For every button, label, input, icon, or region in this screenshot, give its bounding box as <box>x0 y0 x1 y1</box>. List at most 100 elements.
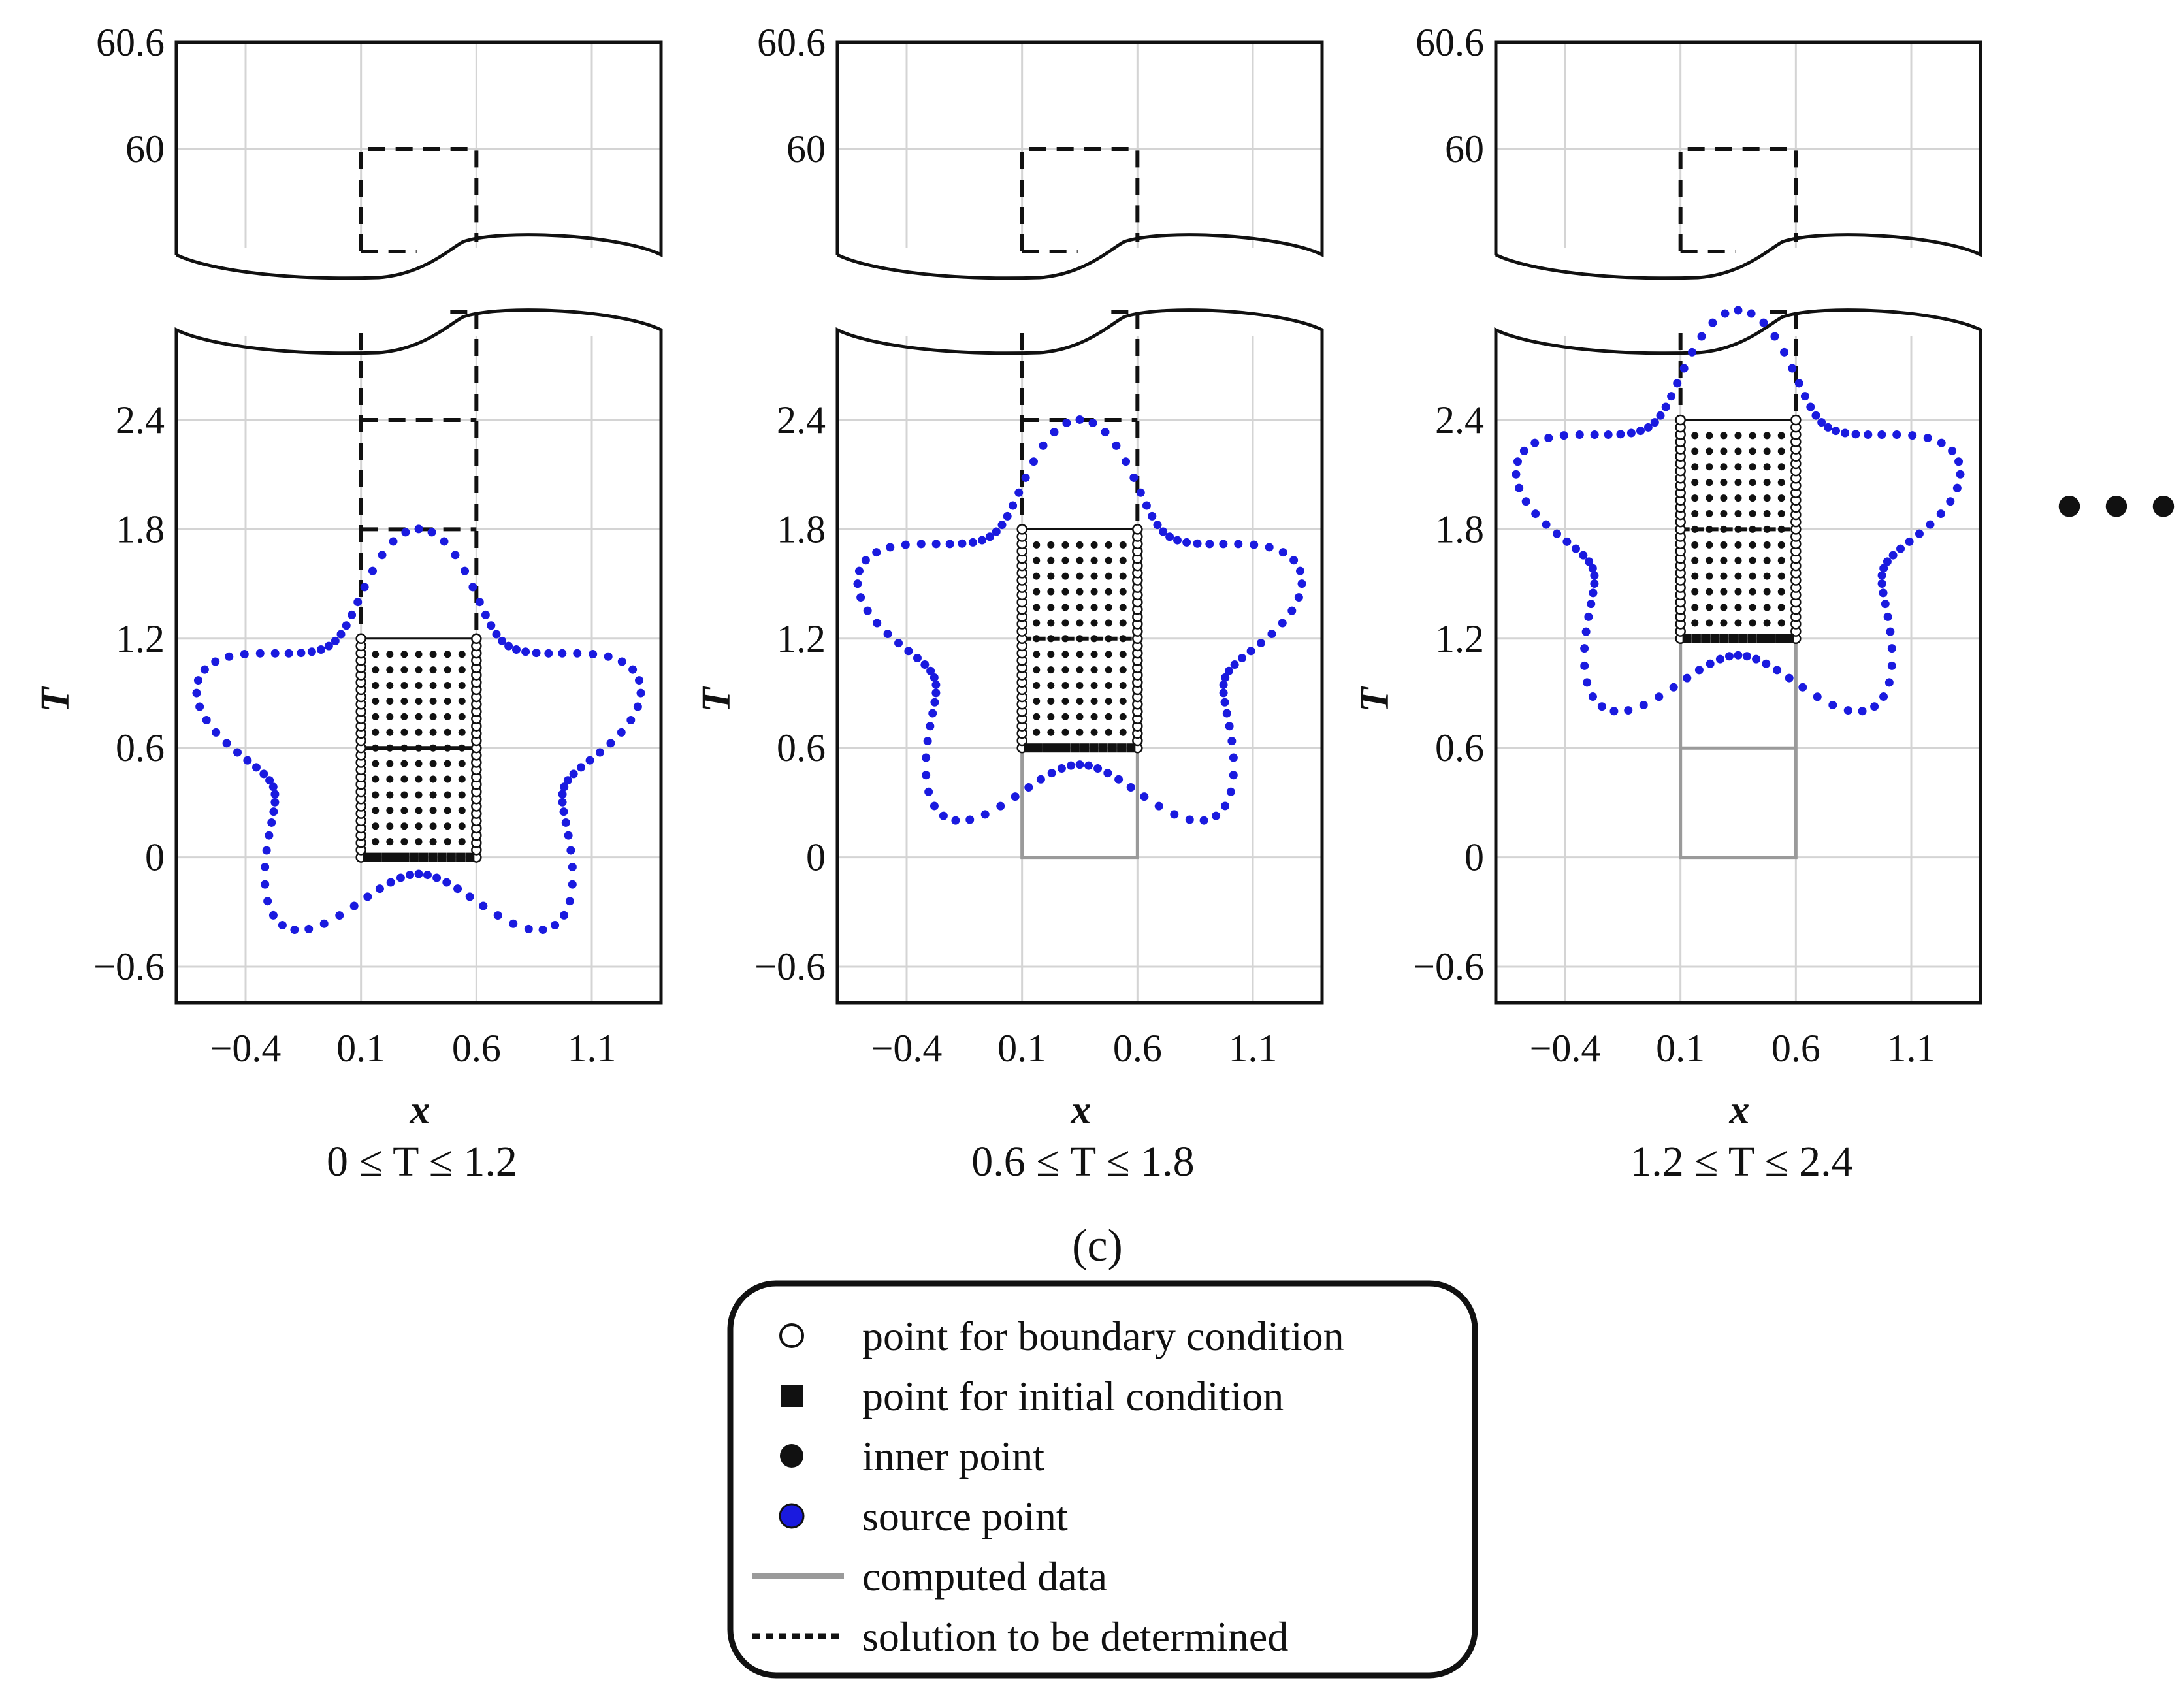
initial-point <box>1691 634 1701 643</box>
inner-point <box>400 651 408 658</box>
source-point <box>1513 457 1522 466</box>
source-point <box>1182 538 1191 547</box>
source-point <box>1250 540 1259 549</box>
inner-point <box>1706 588 1713 596</box>
source-point <box>1544 433 1553 442</box>
source-point <box>1222 709 1231 718</box>
source-point <box>566 846 575 855</box>
inner-point <box>1033 541 1041 549</box>
inner-point <box>1033 728 1041 736</box>
source-point <box>1656 411 1665 420</box>
source-point <box>524 924 533 933</box>
source-point <box>1256 639 1265 648</box>
source-point <box>1655 692 1664 701</box>
inner-point <box>1720 541 1728 549</box>
source-point <box>290 926 299 935</box>
panel-3: −0.4 0.1 0.6 1.1 −0.6 0 0.6 1.2 1.8 2.4 60 60.6 x T 1.… <box>1353 21 1982 1185</box>
source-point <box>1661 402 1670 411</box>
inner-point <box>1090 666 1098 674</box>
source-point <box>1093 764 1103 773</box>
inner-point <box>372 791 380 799</box>
source-point <box>930 801 939 811</box>
source-point <box>1585 557 1594 566</box>
inner-point <box>400 697 408 705</box>
source-point <box>901 540 910 549</box>
source-point <box>1673 379 1682 388</box>
inner-point <box>1691 432 1699 440</box>
inner-point <box>1706 447 1713 455</box>
inner-point <box>1777 494 1785 502</box>
inner-point <box>429 791 437 799</box>
source-point <box>968 538 977 547</box>
source-point <box>1883 557 1892 566</box>
source-point <box>481 610 490 619</box>
domain-upper-outline <box>1020 147 1140 251</box>
inner-point <box>1777 604 1785 611</box>
source-point <box>1590 579 1599 588</box>
source-point <box>951 816 960 825</box>
inner-point <box>1061 728 1069 736</box>
inner-point <box>1763 432 1771 440</box>
source-point <box>965 815 975 824</box>
inner-point <box>1119 713 1127 720</box>
source-point <box>297 649 306 658</box>
source-point <box>977 536 986 545</box>
inner-point <box>429 807 437 814</box>
inner-point <box>458 651 466 658</box>
lower-axis-frame <box>1494 308 1982 1005</box>
source-point <box>532 649 541 658</box>
initial-point <box>1738 634 1748 643</box>
y-tick-label: 60.6 <box>757 21 826 64</box>
initial-point <box>1089 743 1099 753</box>
source-point <box>200 665 209 674</box>
source-point <box>1667 392 1676 401</box>
inner-point <box>1749 447 1756 455</box>
inner-point <box>444 791 451 799</box>
source-point <box>894 639 903 648</box>
source-point <box>985 532 994 541</box>
source-point <box>386 878 395 887</box>
initial-point <box>363 852 372 862</box>
source-point <box>1780 347 1789 357</box>
initial-point <box>1070 743 1080 753</box>
inner-point <box>1734 604 1742 611</box>
inner-point <box>1734 572 1742 580</box>
source-point <box>922 771 931 780</box>
source-point <box>636 688 645 698</box>
inner-point <box>1720 588 1728 596</box>
inner-point <box>458 682 466 690</box>
source-point <box>1229 753 1238 762</box>
source-point <box>1584 612 1593 621</box>
source-point <box>304 924 314 933</box>
source-point <box>1225 722 1234 731</box>
inner-point <box>1777 432 1785 440</box>
inner-point <box>1076 604 1084 611</box>
source-point <box>1219 540 1228 549</box>
source-point <box>863 606 872 615</box>
legend-marker-square <box>781 1385 803 1407</box>
inner-point <box>1734 556 1742 564</box>
source-point <box>1227 737 1237 746</box>
source-point <box>544 649 553 658</box>
inner-point <box>1033 572 1041 580</box>
source-point <box>565 897 574 906</box>
source-point <box>558 798 567 807</box>
source-point <box>324 641 333 651</box>
legend-marker-blue-circle <box>779 1503 805 1529</box>
source-point <box>1879 564 1888 573</box>
initial-point <box>1098 743 1108 753</box>
source-point <box>1246 647 1255 656</box>
source-point <box>1832 427 1841 436</box>
source-point <box>1221 801 1230 811</box>
inner-point <box>1734 463 1742 471</box>
x-tick-label: 0.6 <box>452 1027 501 1070</box>
inner-point <box>1047 588 1055 596</box>
inner-point <box>429 775 437 783</box>
inner-point <box>1777 447 1785 455</box>
source-point <box>1864 430 1873 440</box>
source-point <box>920 660 930 669</box>
source-point <box>461 566 470 575</box>
y-tick-label: −0.6 <box>754 945 826 988</box>
inner-point <box>1090 713 1098 720</box>
